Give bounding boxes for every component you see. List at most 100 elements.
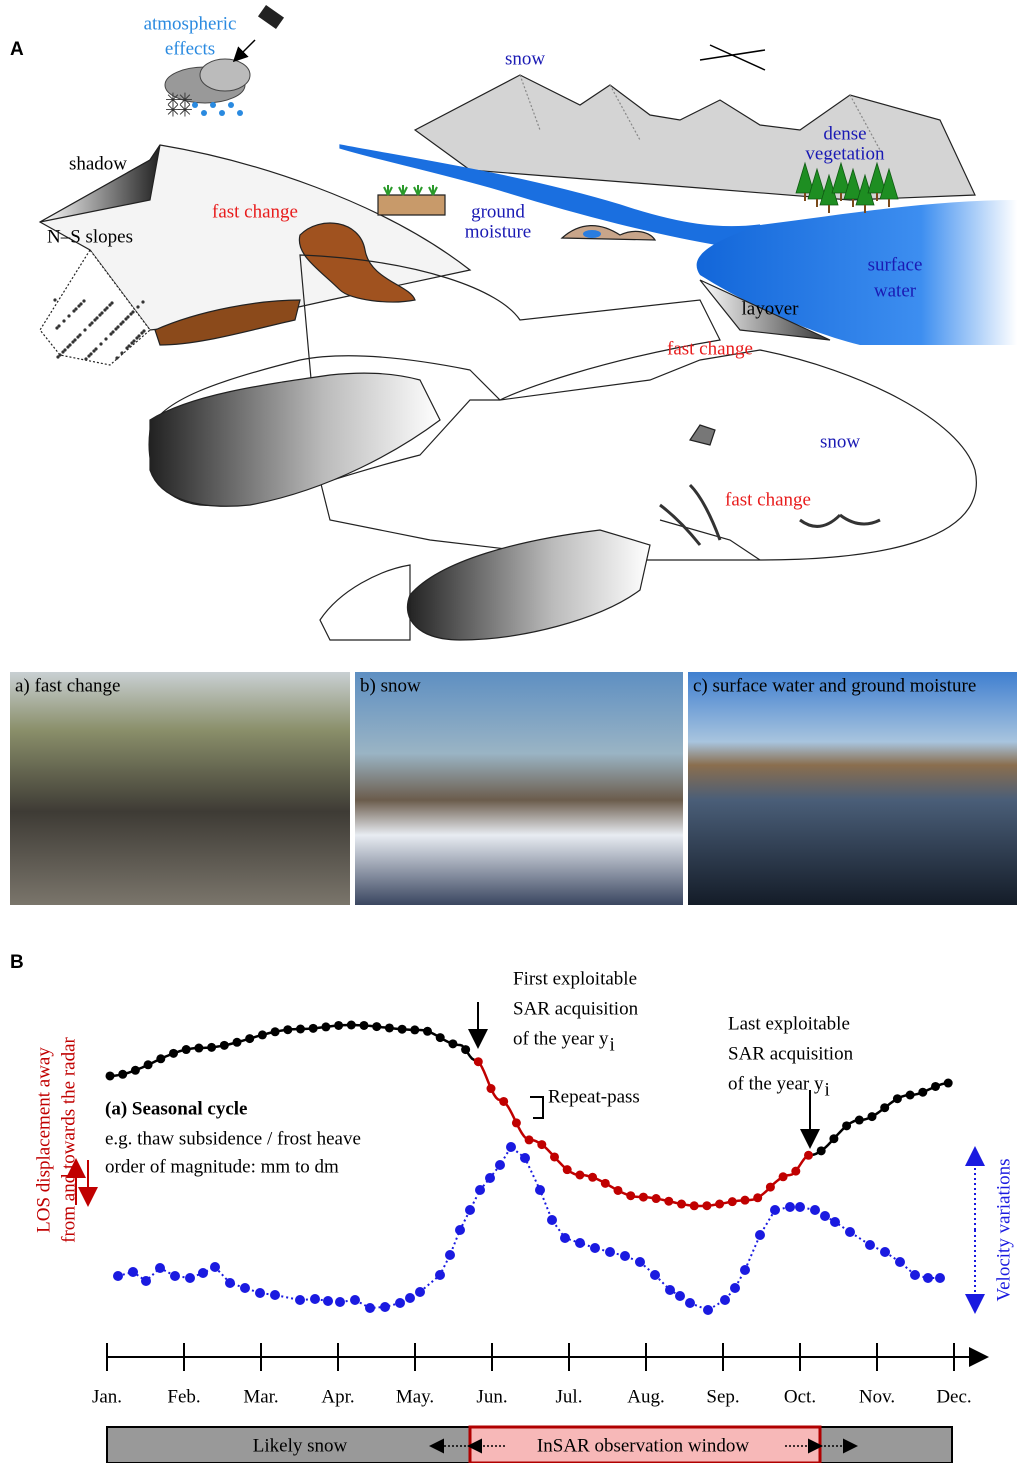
y2-axis-label: Velocity variations bbox=[993, 1159, 1014, 1302]
acquisition-dot bbox=[842, 1121, 851, 1130]
seasonal-curve bbox=[108, 1025, 476, 1076]
velocity-dot bbox=[415, 1287, 425, 1297]
acquisition-dot bbox=[321, 1022, 330, 1031]
acquisition-dot bbox=[410, 1025, 419, 1034]
snowflake-icon: ✳ bbox=[177, 100, 193, 121]
scree-dot bbox=[71, 340, 74, 343]
acquisition-dot bbox=[144, 1060, 153, 1069]
acquisition-dot bbox=[283, 1025, 292, 1034]
velocity-dot bbox=[620, 1251, 630, 1261]
signal-arrow bbox=[235, 40, 255, 60]
acquisition-dot bbox=[753, 1193, 762, 1202]
velocity-dot bbox=[575, 1238, 585, 1248]
acquisition-dot bbox=[588, 1173, 597, 1182]
acquisition-dot bbox=[779, 1172, 788, 1181]
label: effects bbox=[165, 38, 215, 59]
month-label: Aug. bbox=[627, 1386, 664, 1407]
velocity-dot bbox=[665, 1285, 675, 1295]
label: snow bbox=[505, 48, 545, 69]
label: fast change bbox=[725, 489, 811, 510]
scree-dot bbox=[62, 319, 65, 322]
panel-letter: B bbox=[10, 952, 24, 973]
velocity-dot bbox=[113, 1271, 123, 1281]
acquisition-dot bbox=[537, 1140, 546, 1149]
month-label: Jul. bbox=[556, 1386, 583, 1407]
scree-dot bbox=[103, 308, 106, 311]
cloud bbox=[200, 59, 250, 91]
velocity-dot bbox=[141, 1276, 151, 1286]
velocity-dot bbox=[185, 1273, 195, 1283]
velocity-dot bbox=[865, 1240, 875, 1250]
label: ground bbox=[471, 201, 525, 222]
annotation: e.g. thaw subsidence / frost heave bbox=[105, 1128, 361, 1149]
scree-dot bbox=[72, 309, 75, 312]
photo bbox=[10, 672, 350, 905]
acquisition-dot bbox=[677, 1200, 686, 1209]
photo-caption: a) fast change bbox=[15, 675, 121, 696]
crevasse bbox=[690, 485, 720, 540]
acquisition-dot bbox=[575, 1170, 584, 1179]
scree-dot bbox=[109, 332, 112, 335]
acquisition-dot bbox=[804, 1151, 813, 1160]
panel-letter: A bbox=[10, 39, 24, 60]
scree-dot bbox=[55, 326, 58, 329]
acquisition-dot bbox=[360, 1021, 369, 1030]
annotation: SAR acquisition bbox=[513, 998, 639, 1019]
grass bbox=[399, 185, 407, 195]
scree-dot bbox=[115, 356, 118, 359]
crevasse bbox=[800, 515, 840, 526]
grass bbox=[429, 185, 437, 195]
acquisition-dot bbox=[690, 1201, 699, 1210]
velocity-dot bbox=[495, 1160, 505, 1170]
velocity-dot bbox=[405, 1293, 415, 1303]
scree-dot bbox=[135, 336, 138, 339]
acquisition-dot bbox=[296, 1024, 305, 1033]
acquisition-dot bbox=[868, 1112, 877, 1121]
acquisition-dot bbox=[614, 1186, 623, 1195]
scree-dot bbox=[88, 323, 91, 326]
photo-caption: b) snow bbox=[360, 675, 421, 696]
photo-caption: c) surface water and ground moisture bbox=[693, 675, 976, 696]
acquisition-dot bbox=[194, 1044, 203, 1053]
acquisition-dot bbox=[855, 1116, 864, 1125]
velocity-dot bbox=[740, 1265, 750, 1275]
bar-label: InSAR observation window bbox=[537, 1435, 749, 1456]
velocity-dot bbox=[880, 1247, 890, 1257]
velocity-dot bbox=[720, 1295, 730, 1305]
acquisition-dot bbox=[156, 1054, 165, 1063]
velocity-dot bbox=[323, 1296, 333, 1306]
raindrop bbox=[210, 102, 216, 108]
acquisition-dot bbox=[791, 1167, 800, 1176]
velocity-dot bbox=[485, 1173, 495, 1183]
acquisition-dot bbox=[563, 1165, 572, 1174]
scree-dot bbox=[104, 337, 107, 340]
annotation: Last exploitable bbox=[728, 1013, 850, 1034]
y-axis-label: LOS displacement away bbox=[33, 1047, 54, 1233]
label: surface bbox=[868, 254, 923, 275]
velocity-dot bbox=[535, 1185, 545, 1195]
velocity-dot bbox=[255, 1288, 265, 1298]
scree-dot bbox=[125, 346, 128, 349]
raindrop bbox=[237, 110, 243, 116]
velocity-dot bbox=[795, 1202, 805, 1212]
scree-dot bbox=[120, 351, 123, 354]
scree-dot bbox=[84, 357, 87, 360]
annotation: SAR acquisition bbox=[728, 1043, 854, 1064]
acquisition-dot bbox=[448, 1039, 457, 1048]
acquisition-dot bbox=[271, 1027, 280, 1036]
acquisition-dot bbox=[245, 1034, 254, 1043]
bracket bbox=[530, 1097, 543, 1118]
velocity-dot bbox=[155, 1263, 165, 1273]
acquisition-dot bbox=[372, 1022, 381, 1031]
scree-dot bbox=[82, 299, 85, 302]
velocity-dot bbox=[830, 1217, 840, 1227]
acquisition-dot bbox=[652, 1194, 661, 1203]
acquisition-dot bbox=[728, 1197, 737, 1206]
velocity-dot bbox=[465, 1205, 475, 1215]
acquisition-dot bbox=[550, 1152, 559, 1161]
acquisition-dot bbox=[702, 1201, 711, 1210]
acquisition-dot bbox=[880, 1103, 889, 1112]
velocity-dot bbox=[225, 1278, 235, 1288]
acquisition-dot bbox=[715, 1199, 724, 1208]
velocity-dot bbox=[445, 1250, 455, 1260]
